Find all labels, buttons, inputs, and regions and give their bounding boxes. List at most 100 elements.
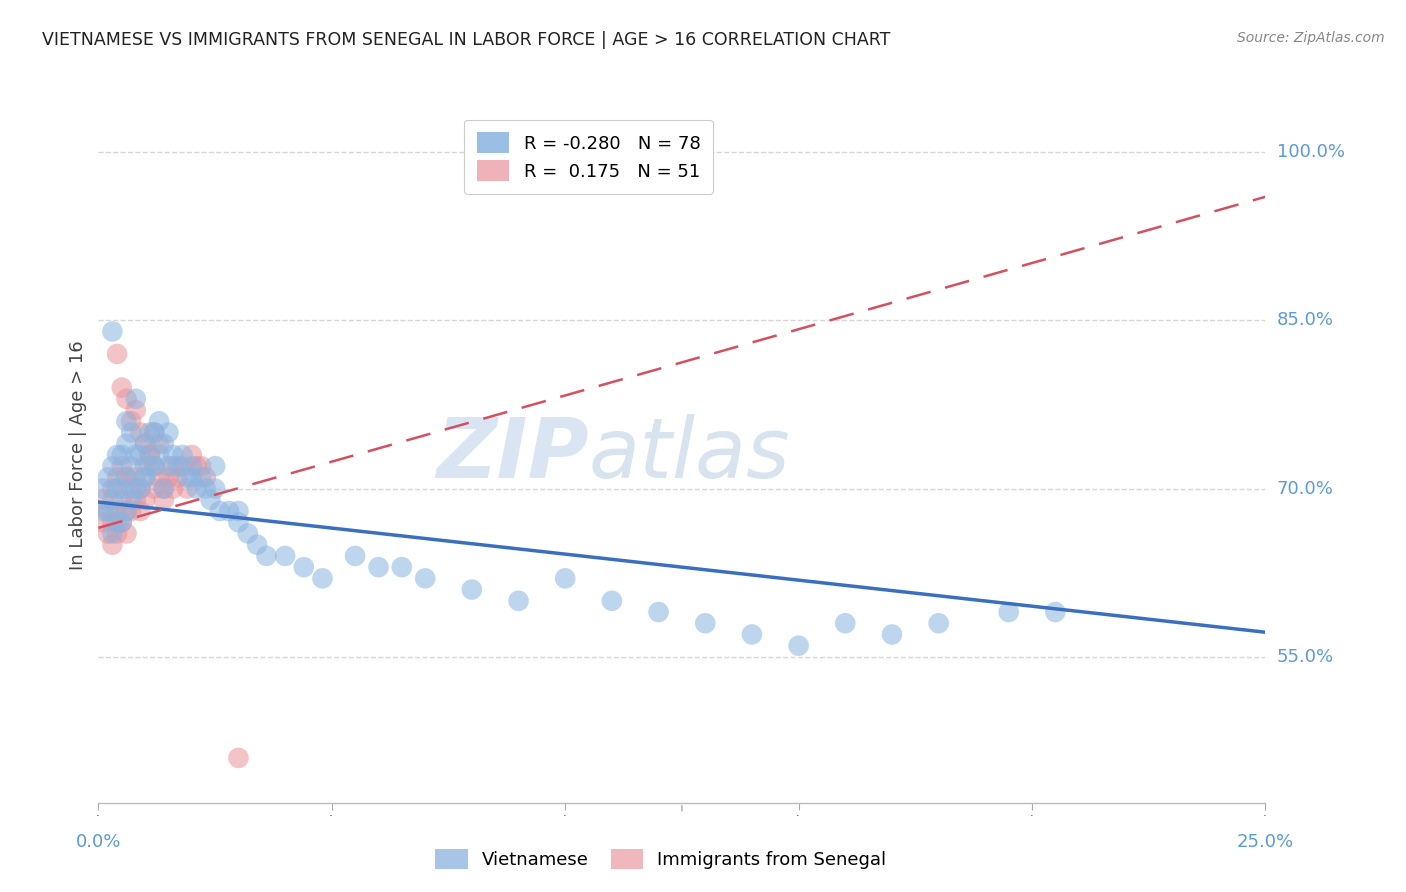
Text: VIETNAMESE VS IMMIGRANTS FROM SENEGAL IN LABOR FORCE | AGE > 16 CORRELATION CHAR: VIETNAMESE VS IMMIGRANTS FROM SENEGAL IN…	[42, 31, 890, 49]
Point	[115, 392, 138, 406]
Point	[157, 470, 180, 484]
Point	[143, 425, 166, 440]
Point	[111, 381, 134, 395]
Point	[101, 515, 124, 529]
Point	[508, 594, 530, 608]
Point	[148, 470, 170, 484]
Text: ZIP: ZIP	[436, 415, 589, 495]
Text: 100.0%: 100.0%	[1277, 143, 1344, 161]
Point	[129, 448, 152, 462]
Legend: Vietnamese, Immigrants from Senegal: Vietnamese, Immigrants from Senegal	[426, 839, 896, 879]
Point	[134, 459, 156, 474]
Point	[129, 504, 152, 518]
Text: 0.0%: 0.0%	[76, 833, 121, 851]
Point	[1045, 605, 1067, 619]
Point	[292, 560, 315, 574]
Point	[162, 482, 184, 496]
Point	[152, 492, 174, 507]
Point	[134, 492, 156, 507]
Point	[741, 627, 763, 641]
Point	[166, 459, 188, 474]
Text: Source: ZipAtlas.com: Source: ZipAtlas.com	[1237, 31, 1385, 45]
Point	[125, 403, 148, 417]
Text: 55.0%: 55.0%	[1277, 648, 1334, 666]
Point	[134, 436, 156, 450]
Point	[111, 515, 134, 529]
Point	[129, 482, 152, 496]
Point	[928, 616, 950, 631]
Point	[200, 492, 222, 507]
Point	[105, 448, 128, 462]
Point	[600, 594, 623, 608]
Point	[105, 504, 128, 518]
Point	[115, 526, 138, 541]
Point	[120, 425, 142, 440]
Point	[139, 448, 162, 462]
Point	[91, 515, 114, 529]
Point	[139, 425, 162, 440]
Point	[111, 482, 134, 496]
Point	[115, 504, 138, 518]
Point	[157, 459, 180, 474]
Point	[101, 482, 124, 496]
Point	[101, 492, 124, 507]
Point	[152, 436, 174, 450]
Point	[204, 482, 226, 496]
Point	[134, 470, 156, 484]
Point	[311, 571, 333, 585]
Point	[391, 560, 413, 574]
Point	[101, 538, 124, 552]
Point	[120, 492, 142, 507]
Point	[834, 616, 856, 631]
Point	[105, 470, 128, 484]
Point	[186, 482, 208, 496]
Point	[162, 459, 184, 474]
Point	[139, 448, 162, 462]
Point	[115, 436, 138, 450]
Point	[180, 448, 202, 462]
Point	[344, 549, 367, 563]
Point	[218, 504, 240, 518]
Point	[105, 515, 128, 529]
Point	[256, 549, 278, 563]
Point	[115, 470, 138, 484]
Point	[172, 448, 194, 462]
Point	[228, 515, 250, 529]
Point	[134, 470, 156, 484]
Text: atlas: atlas	[589, 415, 790, 495]
Point	[105, 347, 128, 361]
Point	[134, 436, 156, 450]
Text: 70.0%: 70.0%	[1277, 480, 1333, 498]
Point	[647, 605, 669, 619]
Y-axis label: In Labor Force | Age > 16: In Labor Force | Age > 16	[69, 340, 87, 570]
Point	[554, 571, 576, 585]
Point	[152, 482, 174, 496]
Legend: R = -0.280   N = 78, R =  0.175   N = 51: R = -0.280 N = 78, R = 0.175 N = 51	[464, 120, 713, 194]
Point	[115, 470, 138, 484]
Point	[274, 549, 297, 563]
Point	[176, 482, 198, 496]
Point	[91, 492, 114, 507]
Point	[105, 482, 128, 496]
Point	[111, 459, 134, 474]
Point	[186, 459, 208, 474]
Point	[120, 482, 142, 496]
Point	[190, 470, 212, 484]
Point	[120, 459, 142, 474]
Point	[143, 425, 166, 440]
Point	[139, 459, 162, 474]
Point	[236, 526, 259, 541]
Point	[129, 425, 152, 440]
Point	[180, 470, 202, 484]
Point	[125, 492, 148, 507]
Point	[997, 605, 1019, 619]
Point	[125, 392, 148, 406]
Point	[461, 582, 484, 597]
Point	[111, 492, 134, 507]
Point	[152, 482, 174, 496]
Point	[228, 504, 250, 518]
Point	[143, 482, 166, 496]
Point	[208, 504, 231, 518]
Point	[148, 414, 170, 428]
Point	[129, 482, 152, 496]
